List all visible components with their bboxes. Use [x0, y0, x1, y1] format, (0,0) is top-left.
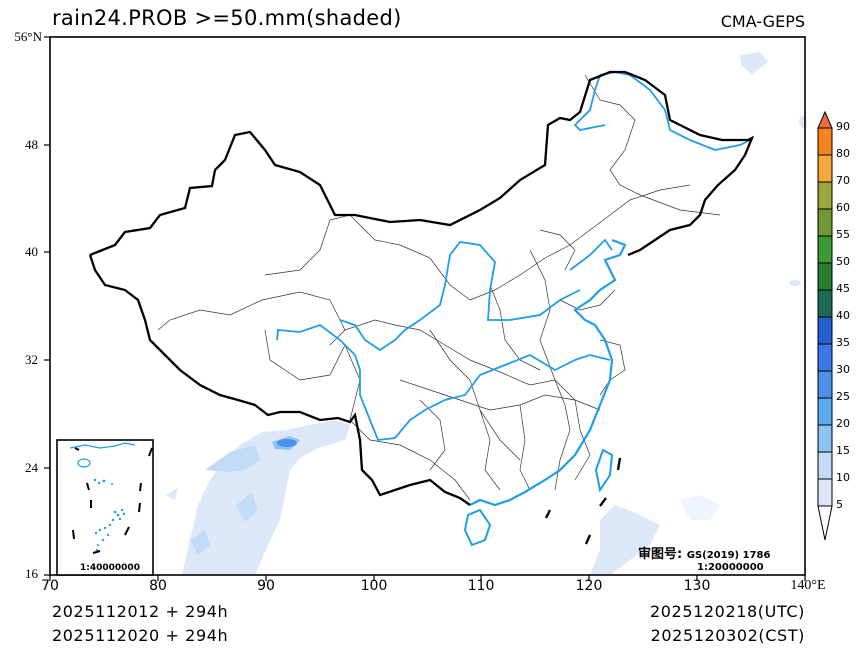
colorbar-label-50: 50: [836, 255, 850, 268]
colorbar-label-25: 25: [836, 390, 850, 403]
init-time-cst: 2025112020 + 294h: [52, 626, 229, 645]
colorbar-label-60: 60: [836, 201, 850, 214]
plot-frame: [49, 36, 806, 576]
colorbar-label-35: 35: [836, 336, 850, 349]
colorbar-label-70: 70: [836, 174, 850, 187]
y-tick-32: 32: [25, 352, 38, 367]
major-rivers: [276, 71, 751, 441]
x-tick-90: 90: [257, 578, 275, 594]
probability-shading: [166, 52, 807, 575]
axis-ticks: [44, 36, 806, 581]
colorbar-label-5: 5: [836, 498, 843, 511]
colorbar-label-15: 15: [836, 444, 850, 457]
x-tick-100: 100: [360, 578, 388, 594]
province-boundaries: [157, 74, 721, 501]
x-tick-130: 130: [683, 578, 711, 594]
colorbar-label-55: 55: [836, 228, 850, 241]
maritime-boundary-dashes: [544, 457, 622, 545]
y-tick-40: 40: [25, 244, 38, 259]
country-border-north: [89, 70, 755, 257]
chart-title: rain24.PROB >=50.mm(shaded): [52, 6, 402, 30]
valid-time-utc: 2025120218(UTC): [650, 602, 805, 621]
country-border-southwest: [88, 254, 471, 506]
colorbar-label-20: 20: [836, 417, 850, 430]
map-review-number: 审图号: GS(2019) 1786: [638, 543, 770, 562]
inset-map-scale: 1:40000000: [80, 563, 140, 573]
taiwan-outline: [594, 448, 614, 493]
x-tick-80: 80: [149, 578, 167, 594]
y-tick-56: 56°N: [14, 29, 42, 44]
y-tick-16: 16: [25, 566, 38, 581]
south-china-sea-inset: [56, 439, 154, 576]
hainan-outline: [463, 508, 492, 547]
x-tick-140: 140°E: [790, 578, 826, 593]
main-map-scale: 1:20000000: [697, 562, 764, 573]
y-tick-48: 48: [25, 137, 38, 152]
colorbar-label-10: 10: [836, 471, 850, 484]
colorbar-label-45: 45: [836, 282, 850, 295]
valid-time-cst: 2025120302(CST): [650, 626, 805, 645]
coastline: [469, 238, 627, 507]
colorbar-label-30: 30: [836, 363, 850, 376]
x-tick-70: 70: [41, 578, 59, 594]
review-label: 审图号:: [638, 547, 683, 562]
colorbar-label-80: 80: [836, 147, 850, 160]
model-source-label: CMA-GEPS: [720, 12, 805, 31]
colorbar-label-40: 40: [836, 309, 850, 322]
x-tick-120: 120: [575, 578, 603, 594]
colorbar: [817, 110, 833, 541]
y-tick-24: 24: [25, 460, 38, 475]
colorbar-label-90: 90: [836, 120, 850, 133]
init-time-utc: 2025112012 + 294h: [52, 602, 229, 621]
review-number: GS(2019) 1786: [686, 550, 771, 561]
x-tick-110: 110: [467, 578, 495, 594]
